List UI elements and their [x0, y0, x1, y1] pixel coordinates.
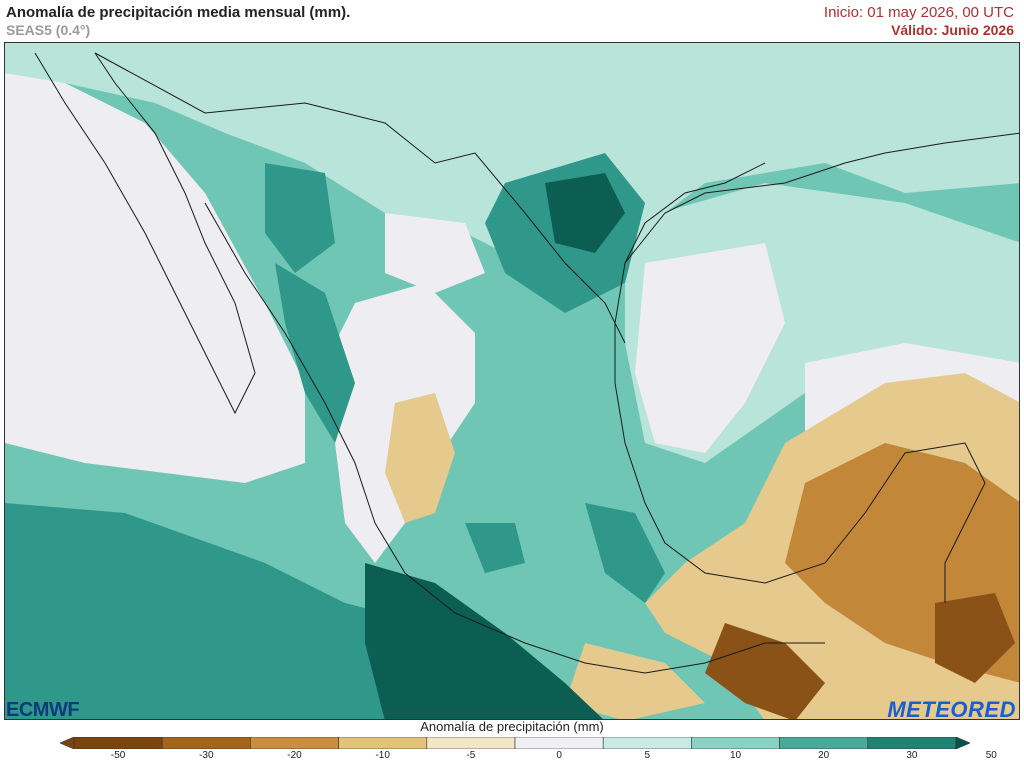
colorbar-segment	[73, 737, 163, 749]
colorbar-segment	[250, 737, 339, 749]
dry-light-area-south-pacific	[565, 643, 705, 719]
dry-strong-area-south	[705, 623, 825, 719]
us-mexico-border	[94, 52, 626, 344]
colorbar-tick-label: 0	[556, 750, 562, 761]
gulf-coast-usa	[624, 132, 1019, 264]
init-time: Inicio: 01 may 2026, 00 UTC	[823, 4, 1014, 21]
colorbar-segment	[338, 737, 428, 749]
meteored-logo: METEORED	[887, 697, 1016, 722]
colorbar-tick-label: -20	[287, 750, 302, 761]
colorbar-labels: -50 -30 -20 -10 -5 0 5 10 20 30 50	[0, 750, 1024, 764]
colorbar-tick-label: 30	[906, 750, 918, 761]
coastline-gulf	[614, 162, 986, 603]
wet-strong-area-oaxaca	[585, 503, 665, 603]
colorbar-segment	[867, 737, 957, 749]
colorbar-extend-high	[955, 737, 970, 749]
dry-strong-area-east	[935, 593, 1015, 683]
valid-period: Válido: Junio 2026	[891, 22, 1014, 38]
dry-light-area-central	[385, 393, 455, 523]
ecmwf-logo: ECMWF	[6, 699, 80, 721]
neutral-area-gulf	[635, 243, 785, 453]
colorbar-tick-label: 50	[985, 750, 997, 761]
wet-light-area-north	[5, 43, 1019, 273]
colorbar-extend-low	[60, 737, 75, 749]
colorbar	[60, 737, 970, 749]
colorbar-tick-label: -10	[375, 750, 390, 761]
coastline-pacific	[34, 52, 256, 415]
colorbar-segment	[514, 737, 604, 749]
wet-strong-area-sierra	[275, 263, 355, 443]
colorbar-segment	[779, 737, 869, 749]
colorbar-title: Anomalía de precipitación (mm)	[420, 719, 604, 734]
coastline-mainland-west	[204, 202, 825, 674]
colorbar-segment	[691, 737, 780, 749]
model-label: SEAS5 (0.4°)	[6, 22, 91, 38]
precipitation-anomaly-map[interactable]	[4, 42, 1020, 720]
colorbar-tick-label: 10	[729, 750, 742, 761]
wet-strong-area-northwest	[265, 163, 335, 273]
colorbar-tick-label: 5	[644, 750, 651, 761]
colorbar-tick-label: -30	[199, 750, 214, 761]
colorbar-segment	[426, 737, 516, 749]
colorbar-tick-label: 20	[818, 750, 830, 761]
wet-extreme-area-pacific	[365, 563, 603, 719]
wet-strong-area-south-center	[465, 523, 525, 573]
neutral-area-pacific-north	[5, 73, 305, 483]
map-title: Anomalía de precipitación media mensual …	[6, 4, 351, 21]
colorbar-segment	[602, 737, 692, 749]
colorbar-tick-label: -50	[110, 750, 126, 761]
colorbar-tick-label: -5	[466, 750, 476, 761]
neutral-area-north-plains	[385, 213, 485, 293]
wet-extreme-area-texas	[545, 173, 625, 253]
colorbar-segment	[161, 737, 251, 749]
